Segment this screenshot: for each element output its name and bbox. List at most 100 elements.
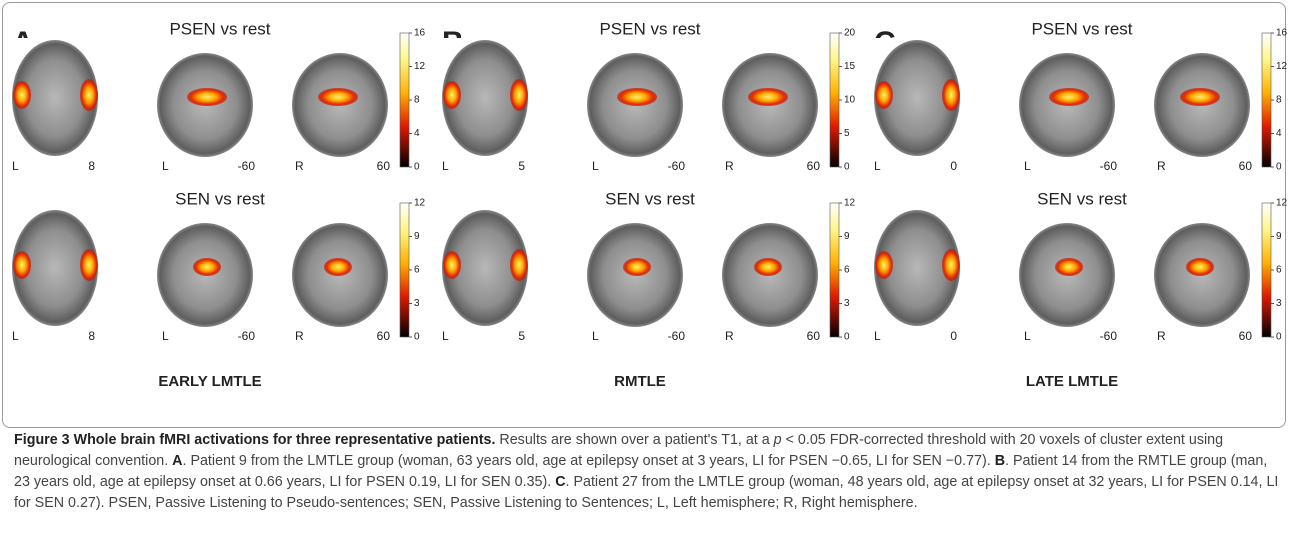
colorbar: [400, 33, 409, 167]
colorbar: [400, 203, 409, 337]
activation: [13, 251, 31, 279]
colorbar-label: 12: [1276, 198, 1288, 209]
side-label: L: [12, 159, 19, 173]
colorbar: [1262, 203, 1271, 337]
slice-label: -60: [238, 159, 256, 173]
slice-label: 5: [518, 159, 525, 173]
caption-label: B: [995, 453, 1005, 469]
brain-image: [870, 208, 966, 332]
colorbar-label: 12: [844, 198, 856, 209]
colorbar-label: 3: [1276, 298, 1282, 309]
side-label: R: [1157, 329, 1166, 343]
activation: [1049, 88, 1089, 106]
activation: [623, 258, 651, 276]
brain-image: [587, 223, 683, 327]
activation: [875, 251, 893, 279]
colorbar: [1262, 33, 1271, 167]
slice-label: -60: [238, 329, 256, 343]
brain-image: [438, 208, 534, 332]
activation: [443, 81, 461, 109]
side-label: L: [874, 159, 881, 173]
brain-image: [870, 38, 966, 162]
caption-label: C: [555, 474, 565, 490]
activation: [80, 79, 98, 111]
activation: [875, 81, 893, 109]
brain-image: [8, 208, 104, 332]
activation: [510, 79, 528, 111]
slice-label: 60: [1239, 329, 1253, 343]
activation: [1186, 258, 1214, 276]
slice-label: 60: [1239, 159, 1253, 173]
activation: [754, 258, 782, 276]
side-label: R: [295, 159, 304, 173]
side-label: R: [725, 329, 734, 343]
side-label: R: [1157, 159, 1166, 173]
activation: [80, 249, 98, 281]
colorbar-label: 4: [1276, 128, 1282, 139]
brain-image: [1154, 223, 1250, 327]
side-label: L: [162, 159, 169, 173]
side-label: L: [442, 329, 449, 343]
page: AEARLY LMTLEPSEN vs restL8L-60R601612840…: [0, 0, 1292, 538]
row-title: SEN vs rest: [1037, 189, 1127, 208]
brain-image: [8, 38, 104, 162]
slice-label: 60: [807, 329, 821, 343]
colorbar-label: 16: [1276, 28, 1288, 39]
slice-label: 60: [807, 159, 821, 173]
activation: [748, 88, 788, 106]
side-label: L: [874, 329, 881, 343]
colorbar-label: 16: [414, 28, 426, 39]
colorbar-label: 0: [414, 162, 420, 173]
brain-image: [722, 223, 818, 327]
caption: Figure 3 Whole brain fMRI activations fo…: [14, 430, 1279, 514]
group-label: RMTLE: [614, 373, 666, 390]
activation: [187, 88, 227, 106]
colorbar-label: 0: [1276, 162, 1282, 173]
slice-label: 5: [518, 329, 525, 343]
activation: [1055, 258, 1083, 276]
colorbar-label: 3: [844, 298, 850, 309]
colorbar-label: 0: [844, 332, 850, 343]
colorbar-label: 12: [414, 198, 426, 209]
activation: [942, 249, 960, 281]
brain-image: [157, 53, 253, 157]
activation: [318, 88, 358, 106]
brain-image: [292, 53, 388, 157]
colorbar-label: 15: [844, 61, 856, 72]
colorbar-label: 9: [414, 231, 420, 242]
caption-text: Results are shown over a patient's T1, a…: [495, 432, 773, 448]
side-label: L: [592, 329, 599, 343]
activation: [13, 81, 31, 109]
colorbar-label: 8: [414, 95, 420, 106]
brain-image: [157, 223, 253, 327]
side-label: L: [12, 329, 19, 343]
activation: [942, 79, 960, 111]
row-title: SEN vs rest: [175, 189, 265, 208]
row-title: SEN vs rest: [605, 189, 695, 208]
colorbar-label: 12: [414, 61, 426, 72]
side-label: L: [1024, 159, 1031, 173]
slice-label: -60: [1100, 329, 1118, 343]
activation: [324, 258, 352, 276]
colorbar-label: 6: [844, 265, 850, 276]
row-title: PSEN vs rest: [169, 19, 270, 38]
brain-image: [722, 53, 818, 157]
brain-image: [587, 53, 683, 157]
colorbar-label: 0: [844, 162, 850, 173]
side-label: R: [725, 159, 734, 173]
brain-image: [292, 223, 388, 327]
caption-text: p: [774, 432, 782, 448]
colorbar-label: 9: [1276, 231, 1282, 242]
side-label: R: [295, 329, 304, 343]
slice-label: 8: [88, 159, 95, 173]
colorbar-label: 10: [844, 95, 856, 106]
slice-label: -60: [1100, 159, 1118, 173]
caption-title: Figure 3 Whole brain fMRI activations fo…: [14, 432, 495, 448]
colorbar: [830, 203, 839, 337]
colorbar-label: 8: [1276, 95, 1282, 106]
slice-label: 0: [950, 159, 957, 173]
side-label: L: [1024, 329, 1031, 343]
colorbar-label: 5: [844, 128, 850, 139]
group-label: LATE LMTLE: [1026, 373, 1118, 390]
